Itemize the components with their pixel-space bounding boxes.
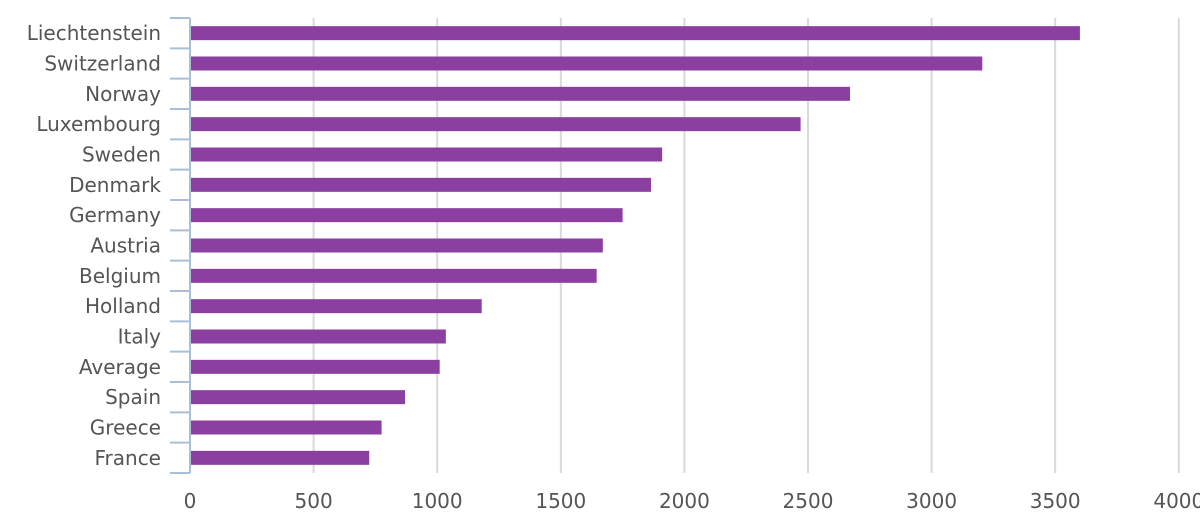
bar xyxy=(191,359,440,374)
bar xyxy=(191,117,801,132)
bar xyxy=(191,147,663,162)
x-tick-label: 500 xyxy=(295,489,333,513)
category-axis xyxy=(170,17,191,474)
bar xyxy=(191,26,1080,41)
bar xyxy=(191,390,406,405)
x-tick-label: 2000 xyxy=(659,489,710,513)
category-label: Sweden xyxy=(82,143,161,167)
bar xyxy=(191,299,482,314)
category-label: Switzerland xyxy=(44,52,161,76)
category-label: Denmark xyxy=(69,173,161,197)
bar xyxy=(191,208,623,223)
category-labels: Liechtenstein Switzerland Norway Luxembourg… xyxy=(27,21,162,470)
x-tick-label: 1000 xyxy=(412,489,463,513)
bar xyxy=(191,329,446,344)
x-tick-label: 3500 xyxy=(1030,489,1081,513)
bar xyxy=(191,420,382,435)
bar xyxy=(191,86,851,101)
category-label: Greece xyxy=(90,416,161,440)
category-label: Austria xyxy=(90,234,161,258)
category-label: Holland xyxy=(85,294,161,318)
category-label: Luxembourg xyxy=(36,112,161,136)
bars xyxy=(191,26,1080,465)
bar xyxy=(191,177,652,192)
value-axis-tick-labels: 0 500 1000 1500 2000 2500 3000 3500 4000 xyxy=(184,489,1200,513)
x-tick-label: 2500 xyxy=(783,489,834,513)
x-tick-label: 4000 xyxy=(1153,489,1200,513)
category-label: Spain xyxy=(105,385,161,409)
category-label: Average xyxy=(79,355,161,379)
category-label: Liechtenstein xyxy=(27,21,161,45)
category-label: Norway xyxy=(85,82,161,106)
category-label: Italy xyxy=(118,325,162,349)
x-tick-label: 1500 xyxy=(535,489,586,513)
category-label: France xyxy=(94,446,161,470)
bar xyxy=(191,268,597,283)
x-tick-label: 0 xyxy=(184,489,197,513)
category-label: Belgium xyxy=(79,264,161,288)
bar xyxy=(191,450,370,465)
bar xyxy=(191,238,603,253)
category-label: Germany xyxy=(69,203,161,227)
bar xyxy=(191,56,983,71)
x-tick-label: 3000 xyxy=(906,489,957,513)
